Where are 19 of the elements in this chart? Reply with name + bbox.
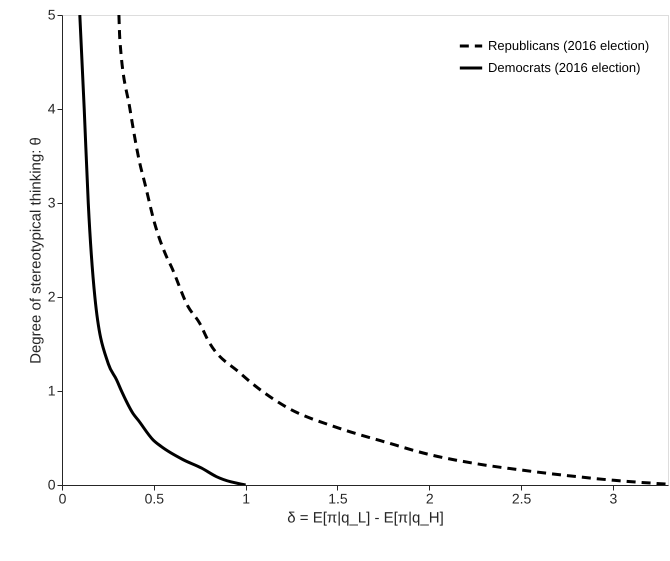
y-tick-label: 4 bbox=[48, 100, 56, 116]
x-tick-label: 0.5 bbox=[144, 490, 164, 506]
x-tick-label: 2 bbox=[426, 490, 434, 506]
y-tick-label: 1 bbox=[48, 382, 56, 398]
x-tick-label: 1 bbox=[242, 490, 250, 506]
y-tick-label: 5 bbox=[48, 6, 56, 22]
line-series bbox=[78, 15, 248, 485]
x-tick-label: 0 bbox=[58, 490, 67, 506]
x-tick-label: 1.5 bbox=[328, 490, 348, 506]
y-tick-label: 3 bbox=[48, 194, 56, 210]
y-axis-title: Degree of stereotypical thinking: θ bbox=[28, 137, 45, 364]
legend-label: Democrats (2016 election) bbox=[488, 60, 640, 75]
x-tick-label: 3 bbox=[610, 490, 618, 506]
legend-label: Republicans (2016 election) bbox=[488, 38, 650, 53]
x-tick-label: 2.5 bbox=[512, 490, 532, 506]
x-axis-title: δ = E[π|q_L] - E[π|q_H] bbox=[287, 510, 444, 526]
y-tick-label: 2 bbox=[48, 288, 56, 304]
line-series bbox=[117, 15, 668, 485]
y-tick-label: 0 bbox=[48, 476, 56, 492]
